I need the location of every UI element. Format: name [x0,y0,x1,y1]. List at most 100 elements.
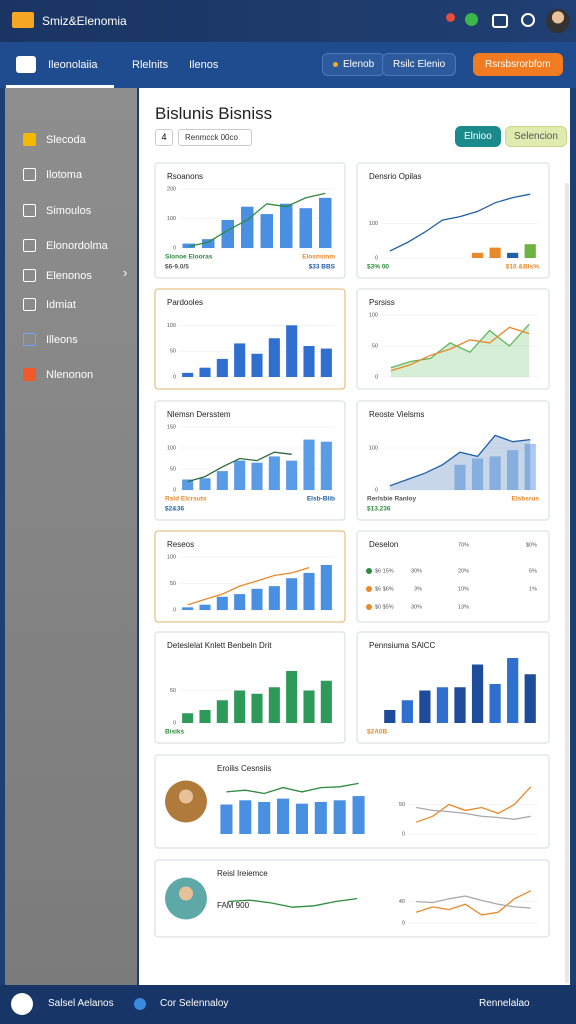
row-dot [366,604,372,610]
bar [286,325,298,377]
chart-card: Deteslelat Knlett Benbeln Drit Bisiks 0 50 [154,631,346,744]
y-tick-label: 50 [170,466,176,472]
chart-card: Reoste Vielsms Rerlsbie Ranloy Elsbsrus $13… [356,400,550,521]
y-tick-label: 100 [167,554,176,560]
nav-logo [16,56,36,73]
card [154,859,550,938]
chart-card: Pardooles 0 50 100 [154,288,346,390]
card-title: Psrsiss [369,298,395,307]
bar [251,353,263,377]
bar [507,658,519,723]
bar [251,462,263,490]
sidebar-item[interactable]: Elenonos › [23,265,127,282]
bar [454,687,466,723]
notification-icon[interactable] [446,13,455,22]
bar [524,674,536,723]
settings-icon[interactable] [521,13,535,27]
y-tick-label: 50 [399,802,405,808]
sidebar-icon [23,269,36,282]
card-title: Reoste Vielsms [369,410,424,419]
card-title: Rsoanons [167,172,203,181]
bar [319,197,332,248]
line [390,323,530,369]
sidebar-item[interactable]: Illeons [23,333,78,346]
card-note: Elsb-Blib [307,496,335,503]
footer-link[interactable]: Cor Selennaloy [160,998,229,1009]
bar [199,367,211,377]
card-note: Rsld Elcrsuts [165,496,207,503]
card-note: $2&36 [165,506,185,513]
bar [182,607,194,610]
nav-button[interactable]: Rsilc Elenio [382,53,457,76]
sidebar-item[interactable]: Ilotoma [23,168,82,181]
bar [277,798,290,834]
y-tick-label: 100 [167,445,176,451]
avatar-face [179,886,193,901]
bar [352,796,365,834]
search-box[interactable]: Renmcck 00co [178,129,252,146]
action-button[interactable]: Elnioo [455,126,501,147]
footer-link[interactable]: Salsel Aelanos [48,998,114,1009]
scrollbar[interactable] [565,183,569,983]
nav-tab[interactable]: Ilenos [189,59,219,71]
bar [454,464,466,490]
y-tick-label: 0 [375,487,378,493]
bar [286,671,298,723]
sidebar-item[interactable]: Idmiat [23,298,76,311]
table-header: 70% [458,542,469,548]
bar [436,687,449,723]
card-note: $13.236 [367,506,391,513]
sidebar-item[interactable]: Elonordolma [23,239,108,252]
sidebar-icon [23,239,36,252]
bar [320,564,332,610]
y-tick-label: 0 [375,374,378,380]
action-button[interactable]: Selencion [505,126,567,147]
bar [314,801,327,834]
footer-icon[interactable] [11,993,33,1015]
bar [199,710,211,723]
y-tick-label: 50 [372,343,378,349]
bar [384,710,396,723]
sidebar-label: Simoulos [46,204,92,217]
card-note: Slonoe Elooras [165,254,213,261]
sidebar-icon [23,133,36,146]
sidebar-item[interactable]: Simoulos [23,204,91,217]
nav-tab[interactable]: Rlelnits [132,59,169,71]
sidebar-icon [23,204,36,217]
top-bar: Smiz&Elenomia [0,0,576,42]
chart-card: Psrsiss 0 50 100 [356,288,550,390]
sidebar-label: Slecoda [46,133,86,146]
bar [182,713,194,723]
user-avatar[interactable] [546,9,570,33]
filter-count[interactable]: 4 [155,129,173,146]
bar [320,680,332,723]
sidebar-item[interactable]: Nlenonon [23,368,93,381]
y-tick-label: 100 [369,312,378,318]
sidebar-item[interactable]: Slecoda [23,133,86,146]
table-cell: $6 15% [375,568,394,574]
sidebar-label: Nlenonon [46,368,94,381]
line [227,897,358,908]
primary-button[interactable]: Rsrsbsrorbfom [473,53,563,76]
bar [303,572,315,610]
chat-icon[interactable] [492,14,508,28]
card-note: Elosnsinm [302,254,335,261]
bar [333,800,346,834]
avatar-face [179,789,193,804]
sidebar-label: Elenonos [46,269,92,282]
chart-card: Eroilis Cesnsiis 0 50 [154,754,550,849]
card-note: $3% 00 [367,264,389,271]
bar [303,439,315,490]
bar [303,690,315,723]
nav-tab[interactable]: Ileonolaiia [48,59,98,71]
page-heading: Bislunis Bisniss [155,104,273,123]
footer-menu[interactable]: Rennelalao [479,998,530,1009]
logo [12,12,34,28]
line [226,782,359,795]
area [389,435,531,490]
line [415,890,532,916]
bar [268,687,280,723]
line [415,786,532,823]
sidebar-label: Ilotoma [46,168,83,181]
status-icon[interactable] [465,13,478,26]
